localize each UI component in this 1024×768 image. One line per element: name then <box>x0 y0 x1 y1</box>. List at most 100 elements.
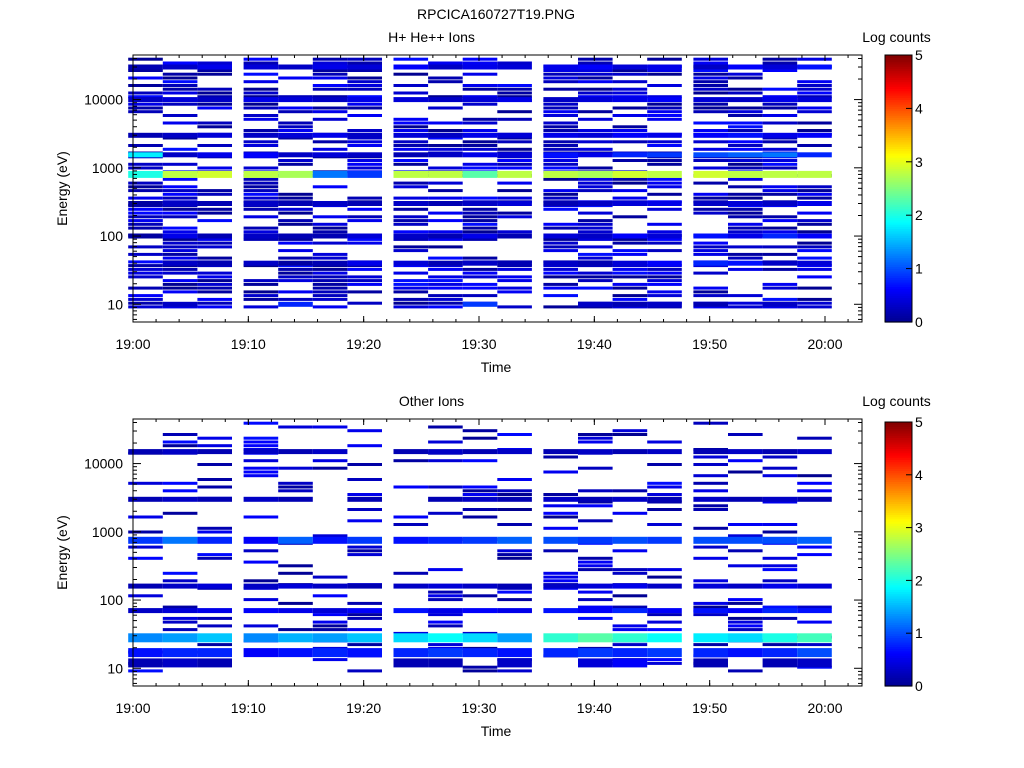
heatmap-cell-minor <box>393 305 429 309</box>
heatmap-cell <box>497 132 532 138</box>
heatmap-cell-minor <box>797 267 832 271</box>
heatmap-cell-minor <box>347 553 382 557</box>
heatmap-cell-minor <box>162 256 198 260</box>
heatmap-cell-minor <box>462 207 498 211</box>
heatmap-cell-minor <box>578 189 613 193</box>
heatmap-cell <box>197 608 232 614</box>
colorbar-strip <box>885 483 912 487</box>
heatmap-cell-minor <box>543 121 578 125</box>
heatmap-cell <box>762 449 798 455</box>
heatmap-cell <box>612 152 648 158</box>
x-tick-label: 19:50 <box>692 336 727 352</box>
heatmap-cell-minor <box>462 267 498 271</box>
heatmap-cell-minor <box>578 87 613 91</box>
colorbar-strip <box>885 70 912 74</box>
heatmap-cell <box>612 97 648 103</box>
heatmap-cell-minor <box>347 463 382 466</box>
heatmap-cell-minor <box>393 523 429 526</box>
heatmap-cell <box>497 633 532 643</box>
heatmap-cell <box>647 496 682 502</box>
heatmap-cell-minor <box>497 493 532 496</box>
heatmap-cell-minor <box>612 275 648 279</box>
heatmap-cell-minor <box>428 76 463 80</box>
colorbar-strip <box>885 556 912 559</box>
heatmap-cell-minor <box>647 658 682 662</box>
heatmap-cell-minor <box>162 628 198 632</box>
heatmap-cell <box>543 64 578 70</box>
heatmap-cell <box>162 608 198 614</box>
heatmap-cell <box>797 260 832 266</box>
heatmap-cell-minor <box>797 256 832 260</box>
heatmap-cell <box>278 233 313 239</box>
heatmap-cell-minor <box>797 474 832 478</box>
heatmap-cell-minor <box>728 106 763 110</box>
colorbar-strip <box>885 112 912 116</box>
heatmap-cell-minor <box>612 69 648 72</box>
heatmap-cell-minor <box>762 455 798 459</box>
heatmap-cell-minor <box>312 140 348 144</box>
heatmap-cell-minor <box>543 275 578 279</box>
colorbar-strip <box>885 430 912 434</box>
heatmap-cell <box>578 449 613 455</box>
colorbar-strip <box>885 266 912 270</box>
heatmap-cell-minor <box>578 556 613 560</box>
heatmap-cell-minor <box>693 102 728 106</box>
heatmap-cell-minor <box>278 279 313 283</box>
heatmap-cell-minor <box>162 444 198 448</box>
heatmap-cell-minor <box>162 211 198 215</box>
heatmap-cell-minor <box>462 166 498 170</box>
heatmap-cell-minor <box>728 252 763 256</box>
x-tick-label: 19:00 <box>115 336 150 352</box>
heatmap-cell-minor <box>393 301 429 305</box>
heatmap-cell-minor <box>728 230 763 234</box>
heatmap-cell-minor <box>797 275 832 279</box>
colorbar-strip <box>885 642 912 645</box>
colorbar-tick-label: 5 <box>915 414 923 430</box>
heatmap-cell-minor <box>393 286 429 290</box>
heatmap-cell <box>462 260 498 266</box>
heatmap-cell-minor <box>578 237 613 241</box>
heatmap-cell-minor <box>693 129 728 132</box>
heatmap-cell-minor <box>347 129 382 132</box>
colorbar-strip <box>885 635 912 639</box>
heatmap-cell-minor <box>243 230 279 234</box>
heatmap-cell-minor <box>128 69 163 72</box>
heatmap-cell-minor <box>243 185 279 189</box>
heatmap-cell <box>243 64 279 70</box>
heatmap-cell-minor <box>693 80 728 84</box>
heatmap-cell <box>162 201 198 206</box>
heatmap-cell-minor <box>162 245 198 249</box>
heatmap-cell <box>428 64 463 70</box>
heatmap-cell <box>278 64 313 70</box>
heatmap-cell-minor <box>197 556 232 560</box>
heatmap-cell-minor <box>612 594 648 598</box>
heatmap-cell <box>612 496 648 502</box>
colorbar-strip <box>885 261 912 265</box>
heatmap-cell <box>797 536 832 544</box>
heatmap-cell-minor <box>462 489 498 493</box>
heatmap-cell <box>578 633 613 643</box>
heatmap-cell <box>647 97 682 103</box>
heatmap-cell-minor <box>728 616 763 620</box>
heatmap-cell-minor <box>243 436 279 440</box>
heatmap-cell-minor <box>543 493 578 496</box>
colorbar-strip <box>885 295 912 299</box>
colorbar-strip <box>885 319 912 323</box>
heatmap-cell <box>162 260 198 266</box>
heatmap-cell-minor <box>543 526 578 530</box>
heatmap-cell-minor <box>497 95 532 99</box>
heatmap-cell <box>797 152 832 158</box>
heatmap-cell-minor <box>612 196 648 200</box>
heatmap-cell-minor <box>693 181 728 185</box>
heatmap-cell-minor <box>578 605 613 609</box>
heatmap-cell <box>762 201 798 206</box>
heatmap-cell-minor <box>497 590 532 594</box>
heatmap-cell-minor <box>128 594 163 598</box>
colorbar-strip <box>885 92 912 96</box>
colorbar-strip <box>885 499 912 502</box>
heatmap-cell-minor <box>243 470 279 474</box>
heatmap-cell <box>128 64 163 70</box>
colorbar-strip <box>885 571 912 575</box>
heatmap-cell <box>612 260 648 266</box>
heatmap-cell-minor <box>797 489 832 493</box>
